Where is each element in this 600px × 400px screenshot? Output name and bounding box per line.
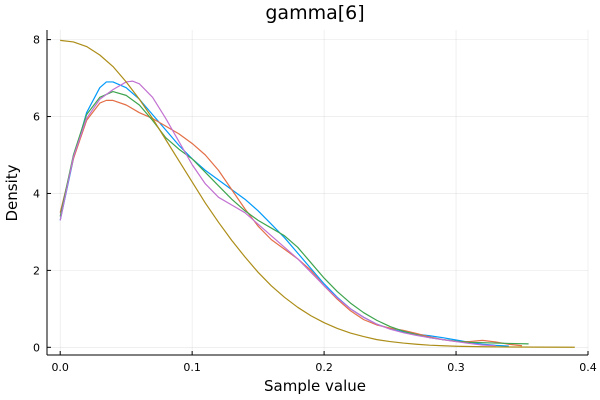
x-tick-label: 0.1 (183, 361, 201, 374)
y-tick-label: 6 (33, 111, 40, 124)
y-axis-label: Density (3, 164, 21, 221)
x-tick-label: 0.4 (579, 361, 597, 374)
series-lines (59, 39, 575, 348)
x-axis-label: Sample value (264, 377, 366, 395)
y-tick-label: 4 (33, 187, 40, 200)
density-line-3 (59, 90, 529, 345)
x-tick-label: 0.0 (51, 361, 69, 374)
x-tick-label: 0.3 (447, 361, 465, 374)
density-line-5 (60, 39, 575, 348)
chart-title: gamma[6] (265, 2, 364, 24)
density-line-1 (59, 81, 509, 347)
density-line-4 (59, 80, 496, 347)
y-tick-label: 8 (33, 34, 40, 47)
density-line-2 (59, 99, 523, 347)
y-tick-label: 0 (33, 341, 40, 354)
axes (46, 30, 589, 356)
y-tick-label: 2 (33, 264, 40, 277)
grid (47, 30, 589, 355)
x-tick-label: 0.2 (315, 361, 333, 374)
tick-labels: 0.0 0.1 0.2 0.3 0.4 0 2 4 6 8 (33, 34, 597, 374)
